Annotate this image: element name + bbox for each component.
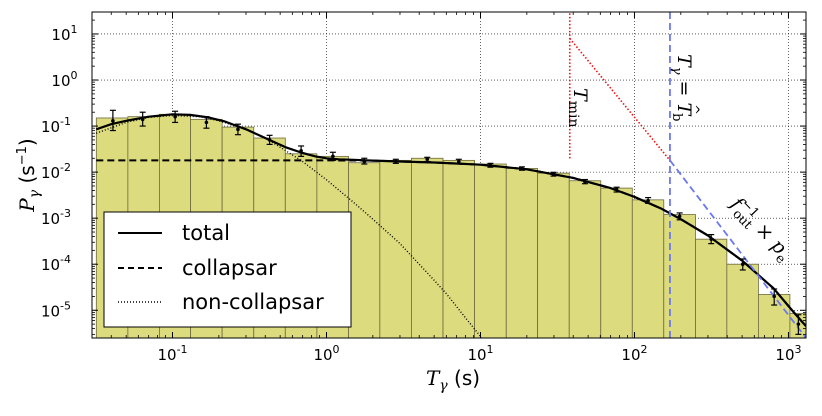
x-tick-label: 103 <box>775 343 801 364</box>
plot-frame <box>91 11 807 339</box>
histogram-bar <box>348 162 381 338</box>
data-point <box>362 159 367 164</box>
axis-ticks: 10-1 100 101 102 103 10-5 10-4 10-3 10-2 10-1 100 1… <box>41 11 806 364</box>
data-point <box>740 262 745 267</box>
y-tick-label: 100 <box>51 69 77 90</box>
histogram-bar <box>379 159 412 338</box>
y-tick-label: 10-4 <box>41 253 71 274</box>
data-point <box>583 179 587 184</box>
data-point <box>299 149 303 153</box>
y-tick-label: 10-2 <box>41 161 71 182</box>
annotation-tmin: Tmin <box>565 88 591 127</box>
histogram-bar <box>474 163 507 338</box>
legend: total collapsar non-collapsar <box>103 211 352 328</box>
series-line-collapsar <box>96 159 806 327</box>
histogram-bar <box>726 263 759 338</box>
histogram-bar <box>442 159 475 338</box>
legend-box <box>103 211 352 328</box>
histogram-bar <box>505 168 539 338</box>
x-tick-label: 100 <box>313 343 339 364</box>
data-point <box>267 138 272 142</box>
annotation-tb: Tγ = T^b <box>669 54 701 121</box>
x-tick-label: 102 <box>621 343 647 364</box>
histogram-bar <box>568 180 602 338</box>
data-point <box>677 214 682 219</box>
reference-line-fout-slope <box>669 159 806 338</box>
model-curves <box>95 113 806 338</box>
data-point <box>140 117 145 122</box>
histogram-bar <box>631 199 665 338</box>
histogram-bar <box>411 157 444 338</box>
error-bars <box>109 109 802 335</box>
data-point <box>796 322 801 326</box>
y-tick-label: 10-5 <box>41 299 71 320</box>
y-tick-label: 10-3 <box>41 207 71 228</box>
data-point <box>772 294 776 299</box>
data-point <box>204 120 209 125</box>
x-tick-label: 10-1 <box>157 343 187 364</box>
x-tick-label: 101 <box>467 343 493 364</box>
histogram-bar <box>537 172 570 338</box>
histogram-bar <box>695 238 728 338</box>
data-point <box>646 198 650 203</box>
histogram-bar <box>600 187 633 338</box>
data-point <box>425 157 430 162</box>
data-point <box>173 114 177 119</box>
data-point <box>394 159 398 164</box>
data-point <box>456 159 461 164</box>
data-point <box>614 187 619 192</box>
data-point <box>551 172 556 177</box>
data-point <box>488 163 493 168</box>
x-axis-label: Tγ (s) <box>426 366 480 394</box>
data-point <box>331 154 335 159</box>
y-tick-label: 10-1 <box>41 115 71 136</box>
legend-label-collapsar: collapsar <box>182 256 277 280</box>
y-tick-label: 101 <box>51 23 77 44</box>
histogram-bar <box>663 214 696 338</box>
data-point <box>709 237 714 241</box>
data-point <box>111 119 115 123</box>
y-axis-label: Pγ (s−1) <box>15 138 43 212</box>
series-line-non-collapsar <box>96 114 483 338</box>
data-point <box>236 127 240 132</box>
data-point <box>520 166 524 171</box>
reference-lines <box>568 12 806 338</box>
legend-label-non-collapsar: non-collapsar <box>182 290 324 314</box>
legend-label-total: total <box>182 221 230 245</box>
